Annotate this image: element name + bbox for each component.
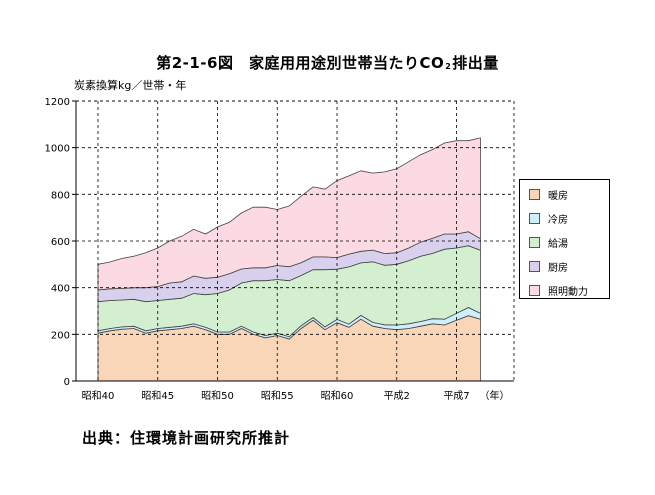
legend-label: 照明動力 — [548, 286, 588, 298]
legend-label: 暖房 — [548, 190, 568, 202]
y-tick-label: 0 — [64, 377, 70, 388]
x-tick-labels: 昭和40 昭和45 昭和50 昭和55 昭和60 平成2 平成7 （年） — [82, 389, 510, 402]
legend-label: 厨房 — [548, 262, 568, 274]
y-tick-label: 400 — [51, 284, 70, 295]
x-axis-unit: （年） — [480, 389, 510, 402]
y-tick-label: 600 — [51, 237, 70, 248]
legend-item: 照明動力 — [529, 283, 588, 298]
x-tick-label: 平成2 — [384, 390, 410, 402]
x-tick-label: 昭和50 — [201, 390, 234, 402]
legend-swatch — [529, 212, 540, 224]
grid-lines — [76, 100, 514, 381]
legend-item: 冷房 — [529, 211, 568, 226]
x-tick-label: 昭和60 — [321, 390, 354, 402]
legend-item: 暖房 — [529, 187, 568, 202]
legend-label: 冷房 — [548, 214, 568, 226]
chart-title-suffix: 排出量 — [452, 54, 499, 72]
chart-title-main: 第2-1-6図 家庭用用途別世帯当たりCO — [156, 54, 445, 72]
x-tick-label: 昭和40 — [82, 390, 115, 402]
x-tick-label: 昭和45 — [141, 390, 174, 402]
x-tick-label: 昭和55 — [261, 390, 294, 402]
axes — [72, 100, 515, 382]
y-tick-label: 1200 — [45, 97, 70, 108]
source-note: 出典：住環境計画研究所推計 — [82, 429, 291, 447]
y-tick-label: 1000 — [45, 144, 70, 155]
legend-swatch — [529, 284, 540, 296]
x-tick-label: 平成7 — [443, 390, 469, 402]
chart-title-subscript: 2 — [445, 62, 452, 71]
area-layers — [97, 137, 481, 382]
legend-swatch — [529, 236, 540, 248]
y-axis-unit-label: 炭素換算kg／世帯・年 — [74, 79, 187, 92]
legend-swatch — [529, 188, 540, 200]
legend-swatch — [529, 260, 540, 272]
legend-label: 給湯 — [548, 238, 568, 250]
y-tick-labels: 0 200 400 600 800 1000 1200 — [45, 97, 70, 388]
legend: 暖房冷房給湯厨房照明動力 — [519, 179, 610, 299]
chart-title: 第2-1-6図 家庭用用途別世帯当たりCO2排出量 — [0, 52, 655, 73]
legend-item: 給湯 — [529, 235, 568, 250]
y-tick-label: 200 — [51, 330, 70, 341]
legend-item: 厨房 — [529, 259, 568, 274]
y-tick-label: 800 — [51, 190, 70, 201]
